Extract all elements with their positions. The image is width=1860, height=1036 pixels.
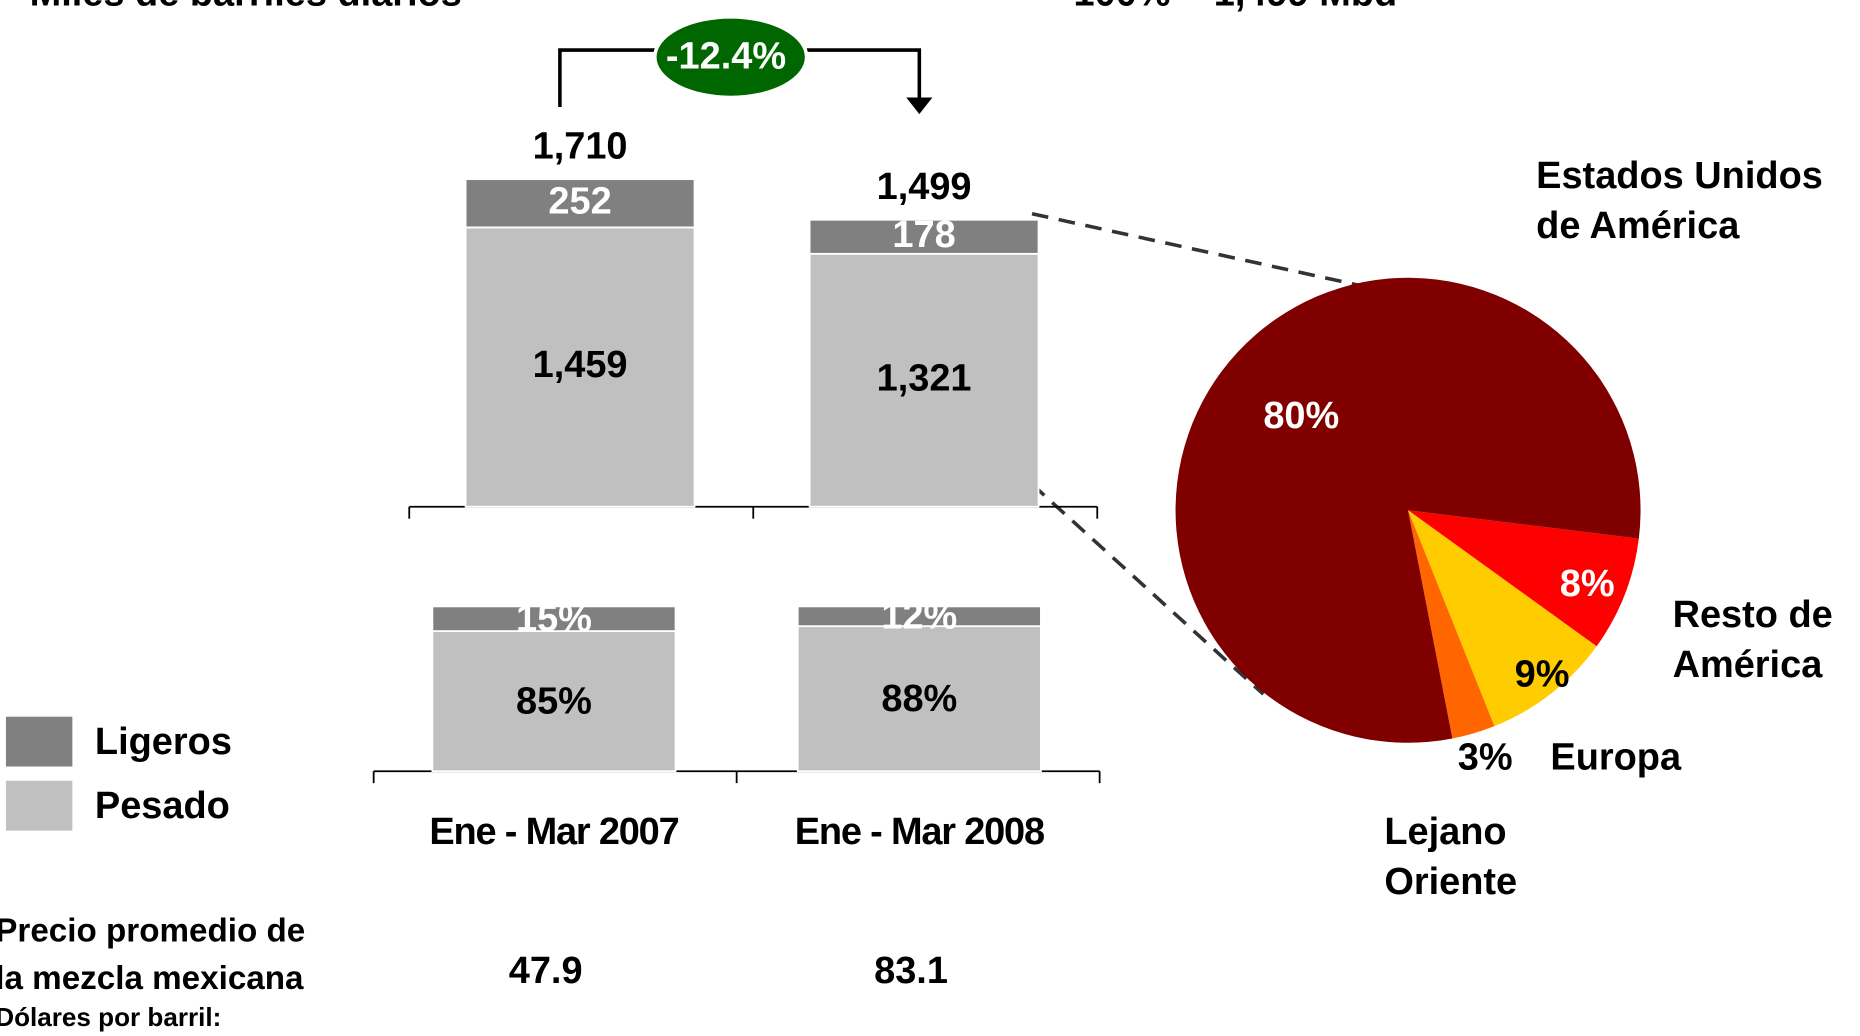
pie-category-label: Europa bbox=[1550, 736, 1682, 778]
x-tick-label: Ene - Mar 2008 bbox=[795, 811, 1044, 853]
segment-label: 178 bbox=[892, 214, 955, 256]
arrow-head bbox=[906, 97, 933, 115]
pie-value-label: 3% bbox=[1458, 736, 1513, 778]
x-tick-label: Ene - Mar 2007 bbox=[429, 811, 678, 853]
bar-segment bbox=[808, 218, 1040, 255]
pie-value-label: 9% bbox=[1515, 653, 1570, 695]
total-label: 1,499 bbox=[877, 166, 972, 208]
axis bbox=[372, 770, 1101, 784]
segment-label: 12% bbox=[881, 596, 957, 638]
header-right: 100% = 1,499 Mbd bbox=[1074, 0, 1398, 14]
bar-segment bbox=[431, 605, 677, 632]
segment-label: 1,321 bbox=[877, 357, 972, 399]
legend-label: Pesado bbox=[95, 785, 230, 827]
segment-label: 1,459 bbox=[533, 344, 628, 386]
bar-segment bbox=[796, 605, 1042, 628]
pie-value-label: 8% bbox=[1560, 563, 1615, 605]
axis bbox=[408, 505, 1099, 519]
header-left: Miles de barriles diarios bbox=[30, 0, 462, 14]
change-label: -12.4% bbox=[666, 35, 786, 77]
pie-slice bbox=[1408, 510, 1495, 739]
bar-segment bbox=[808, 252, 1040, 508]
price-value: 47.9 bbox=[509, 950, 583, 992]
price-unit: Dólares por barril: bbox=[0, 1002, 221, 1032]
pie-category-label: Resto de América bbox=[1673, 594, 1833, 686]
bar-segment bbox=[796, 625, 1042, 773]
total-label: 1,710 bbox=[533, 125, 628, 167]
pie-slice bbox=[1175, 277, 1641, 743]
change-badge bbox=[653, 15, 809, 100]
pie-category-label: Lejano Oriente bbox=[1384, 811, 1517, 903]
segment-label: 85% bbox=[516, 681, 592, 723]
segment-label: 88% bbox=[881, 678, 957, 720]
pie-value-label: 80% bbox=[1263, 395, 1339, 437]
legend-swatch bbox=[5, 780, 73, 831]
bar-segment bbox=[464, 226, 696, 508]
segment-label: 15% bbox=[516, 598, 592, 640]
pie-slice bbox=[1408, 510, 1639, 647]
legend-swatch bbox=[5, 716, 73, 767]
pie-category-label: Estados Unidos de América bbox=[1536, 155, 1823, 247]
bar-segment bbox=[431, 630, 677, 773]
segment-label: 252 bbox=[548, 180, 611, 222]
legend-label: Ligeros bbox=[95, 721, 232, 763]
pie-slice bbox=[1408, 510, 1597, 727]
price-value: 83.1 bbox=[874, 950, 948, 992]
connector bbox=[1030, 482, 1265, 696]
bar-segment bbox=[464, 178, 696, 229]
price-title: Precio promedio de la mezcla mexicana bbox=[0, 912, 305, 996]
